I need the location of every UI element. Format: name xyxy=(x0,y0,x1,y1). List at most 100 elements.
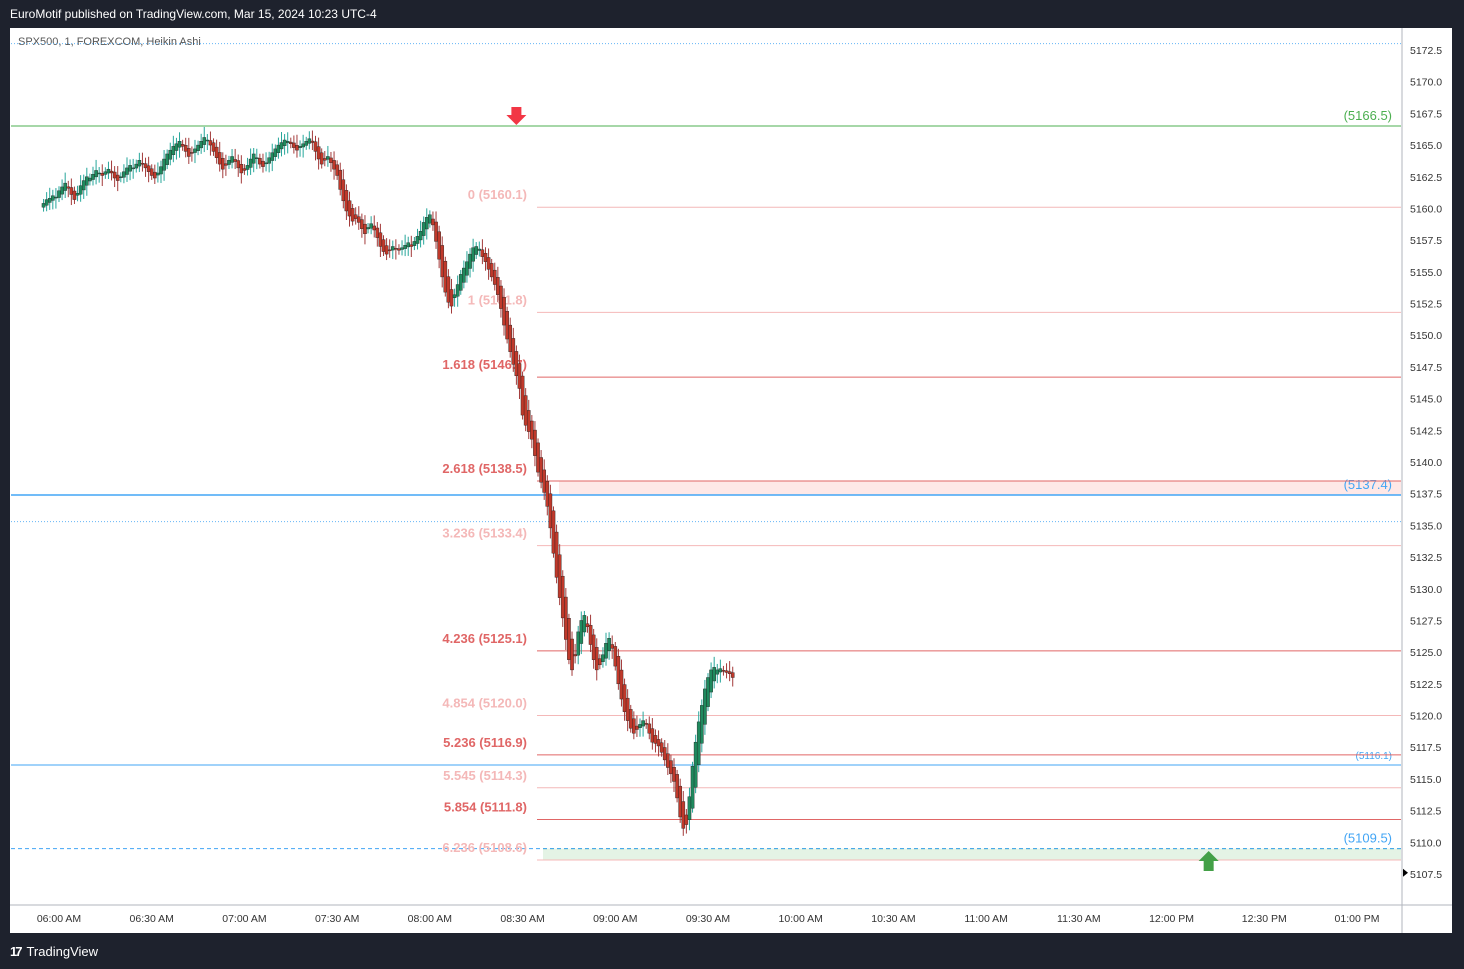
candle-body xyxy=(530,420,534,440)
candle-body xyxy=(214,146,219,158)
candle-body xyxy=(282,139,287,146)
candle-body xyxy=(146,165,151,172)
candle-body xyxy=(381,239,386,252)
candle-body xyxy=(625,697,630,721)
candle-body xyxy=(474,246,479,255)
candle-body xyxy=(483,253,488,262)
candle-body xyxy=(174,143,179,151)
candle-body xyxy=(394,248,398,250)
candle-body xyxy=(264,162,268,165)
candle-body xyxy=(78,185,83,195)
candle-body xyxy=(644,723,648,725)
candle-body xyxy=(684,814,689,825)
y-tick-label: 5112.5 xyxy=(1410,806,1441,818)
candle-body xyxy=(462,267,466,283)
x-tick-label: 08:00 AM xyxy=(408,913,452,925)
x-tick-label: 09:00 AM xyxy=(593,913,637,925)
candle-body xyxy=(316,146,321,160)
candle-body xyxy=(350,208,355,222)
candle-body xyxy=(465,261,469,276)
candle-body xyxy=(542,469,547,493)
candle-body xyxy=(100,173,105,176)
candle-body xyxy=(700,705,704,744)
y-tick-label: 5172.5 xyxy=(1410,45,1442,57)
candle-body xyxy=(168,149,173,160)
candle-body xyxy=(140,162,145,165)
publisher-bar: EuroMotif published on TradingView.com, … xyxy=(0,0,1464,28)
candle-body xyxy=(632,718,636,734)
y-tick-label: 5122.5 xyxy=(1410,679,1442,691)
candle-body xyxy=(41,203,46,208)
candle-body xyxy=(579,620,584,644)
y-tick-label: 5147.5 xyxy=(1410,362,1442,374)
candle-body xyxy=(122,171,126,178)
y-tick-label: 5132.5 xyxy=(1410,552,1442,564)
candle-body xyxy=(409,244,414,247)
candle-body xyxy=(242,168,247,171)
candle-body xyxy=(536,442,540,473)
chart-frame[interactable] xyxy=(10,28,1452,933)
candle-body xyxy=(585,623,590,628)
candle-body xyxy=(434,221,438,242)
candle-body xyxy=(205,139,210,142)
x-tick-label: 11:30 AM xyxy=(1057,913,1101,925)
candle-body xyxy=(477,248,482,251)
fib-label: 0 (5160.1) xyxy=(468,187,527,202)
candle-body xyxy=(335,164,339,176)
candle-body xyxy=(199,141,203,149)
candle-body xyxy=(724,670,729,673)
y-tick-label: 5155.0 xyxy=(1410,267,1442,279)
fib-label: 4.236 (5125.1) xyxy=(442,631,527,646)
tradingview-logo[interactable]: 17 TradingView xyxy=(10,943,98,959)
sell-arrow-icon xyxy=(506,107,527,126)
candle-body xyxy=(486,257,491,270)
candle-body xyxy=(375,227,380,238)
y-tick-label: 5137.5 xyxy=(1410,489,1442,501)
symbol-label: SPX500, 1, FOREXCOM, Heikin Ashi xyxy=(18,36,201,48)
candle-body xyxy=(440,245,445,278)
candle-body xyxy=(564,596,568,640)
fib-label: 5.854 (5111.8) xyxy=(444,799,527,814)
fib-label: 6.236 (5108.6) xyxy=(442,840,527,855)
candle-body xyxy=(251,153,256,164)
buy-arrow-icon xyxy=(1198,851,1219,872)
candle-body xyxy=(406,242,411,248)
candle-body xyxy=(196,144,200,151)
candle-body xyxy=(88,177,92,182)
y-tick-label: 5115.0 xyxy=(1410,774,1441,786)
x-tick-label: 09:30 AM xyxy=(686,913,730,925)
candle-body xyxy=(115,174,120,181)
candle-body xyxy=(693,741,698,788)
x-tick-label: 07:00 AM xyxy=(222,913,266,925)
candle-body xyxy=(131,167,135,170)
candle-body xyxy=(526,410,531,432)
candle-body xyxy=(489,263,494,278)
x-tick-label: 10:30 AM xyxy=(871,913,915,925)
candle-body xyxy=(363,223,367,235)
y-tick-label: 5120.0 xyxy=(1410,711,1442,723)
candle-body xyxy=(233,159,237,162)
candle-body xyxy=(443,260,448,293)
candle-body xyxy=(248,158,253,168)
x-tick-label: 12:00 PM xyxy=(1149,913,1194,925)
chart-svg[interactable]: SPX500, 1, FOREXCOM, Heikin Ashi 5172.5 51… xyxy=(0,0,1464,933)
y-tick-label: 5160.0 xyxy=(1410,203,1442,215)
candle-body xyxy=(471,247,475,262)
candle-body xyxy=(224,163,228,166)
candle-body xyxy=(607,638,611,651)
candle-body xyxy=(458,274,463,291)
candle-body xyxy=(653,735,658,744)
candle-body xyxy=(109,170,114,174)
candle-body xyxy=(560,575,565,619)
y-tick-label: 5135.0 xyxy=(1410,520,1442,532)
candle-body xyxy=(94,170,98,178)
candle-body xyxy=(97,172,101,175)
candle-body xyxy=(304,141,309,146)
candle-body xyxy=(591,634,596,660)
candle-body xyxy=(613,646,618,667)
candle-body xyxy=(319,152,324,165)
candle-body xyxy=(149,168,154,176)
zone-green xyxy=(543,848,1401,861)
candle-body xyxy=(211,142,216,152)
y-tick-label: 5125.0 xyxy=(1410,647,1442,659)
